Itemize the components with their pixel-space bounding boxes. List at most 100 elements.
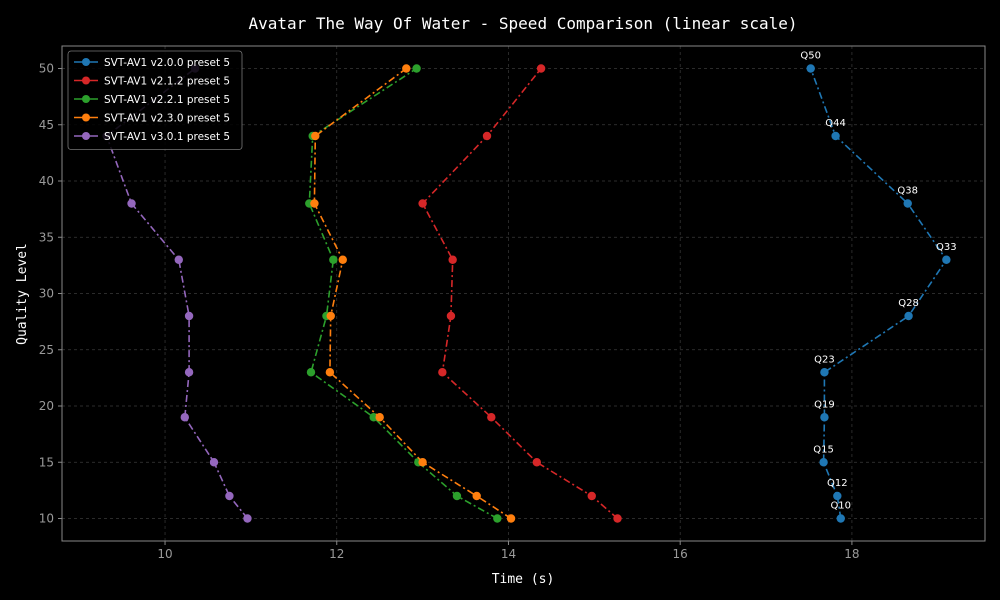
x-tick-label: 12 [329,547,344,561]
y-axis-label: Quality Level [15,243,30,345]
legend-swatch-marker [82,76,90,85]
point-annotation: Q23 [814,354,835,365]
series-line [809,68,948,519]
data-point [819,458,828,467]
series-line [308,67,498,520]
data-point [369,413,378,422]
data-point [311,131,320,141]
legend-swatch-marker [82,132,90,140]
legend-label: SVT-AV1 v2.0.0 preset 5 [104,57,230,69]
axis-ticks: 10 12 14 16 18 10 15 20 25 30 35 40 45 50 [39,62,860,562]
data-point [418,458,427,467]
point-annotation: Q19 [814,399,835,410]
data-point [506,514,516,523]
point-annotation: Q50 [800,51,821,62]
data-point [820,368,829,377]
legend-label: SVT-AV1 v3.0.1 preset 5 [104,131,230,143]
series-line [105,67,249,520]
legend-swatch-marker [82,58,90,66]
point-annotations: Q10 Q12 Q15 Q19 Q23 Q28 Q33 Q38 Q44 Q50 [800,51,956,512]
data-point [904,311,913,321]
legend-item: SVT-AV1 v3.0.1 preset 5 [74,131,230,143]
data-point [446,311,456,321]
data-point [243,514,252,523]
data-point [448,255,457,264]
x-tick-label: 16 [673,547,688,561]
y-tick-label: 40 [39,174,54,188]
x-tick-label: 14 [501,547,516,561]
point-annotation: Q28 [898,298,919,309]
data-point [452,491,462,501]
legend-label: SVT-AV1 v2.3.0 preset 5 [104,113,230,125]
grid [62,46,985,541]
y-tick-label: 50 [39,62,54,76]
data-point [613,514,622,523]
data-point [180,413,189,422]
data-point [184,311,194,321]
data-point [375,413,384,422]
data-point [532,458,542,467]
data-point [831,131,840,141]
x-axis-label: Time (s) [492,572,555,587]
point-annotation: Q38 [897,186,918,197]
y-tick-label: 10 [39,512,54,526]
data-point [836,514,845,523]
data-point [438,368,447,377]
point-annotation: Q44 [825,118,846,129]
data-point [493,514,502,523]
data-point [174,255,183,264]
series-line [421,67,619,520]
data-point [402,64,411,73]
chart-title: Avatar The Way Of Water - Speed Comparis… [248,14,797,33]
y-tick-label: 35 [39,230,54,244]
data-point [310,199,319,208]
y-tick-label: 25 [39,343,54,357]
legend-swatch-marker [82,95,90,103]
y-tick-label: 30 [39,287,54,301]
legend-box [67,50,243,150]
legend-item: SVT-AV1 v2.2.1 preset 5 [74,94,230,106]
series-4 [310,64,516,523]
legend-label: SVT-AV1 v2.2.1 preset 5 [104,94,230,106]
y-tick-label: 45 [39,118,54,132]
data-point [329,255,338,264]
legend-item: SVT-AV1 v2.1.2 preset 5 [74,76,230,88]
series-1 [806,64,951,523]
legend-item: SVT-AV1 v2.3.0 preset 5 [74,113,230,125]
data-point [472,491,481,501]
x-tick-label: 18 [844,547,859,561]
y-tick-label: 20 [39,399,54,413]
data-point [536,64,546,73]
data-point [806,64,815,73]
data-point [482,131,492,141]
data-point [587,491,596,501]
data-point [127,199,136,208]
x-tick-label: 10 [157,547,172,561]
data-point [325,368,335,377]
y-tick-label: 15 [39,455,54,469]
legend-swatch-marker [82,113,90,122]
data-point [209,458,219,467]
legend: SVT-AV1 v2.0.0 preset 5 SVT-AV1 v2.1.2 pr… [67,50,243,150]
data-point [418,199,427,208]
data-point [338,255,347,264]
point-annotation: Q15 [813,444,834,455]
data-point [487,413,496,422]
series-lines [102,64,951,523]
point-annotation: Q12 [827,478,848,489]
data-point [412,64,421,73]
data-point [942,255,951,264]
data-point [326,311,335,321]
data-point [820,413,829,422]
data-point [225,491,234,501]
series-2 [418,64,622,523]
legend-label: SVT-AV1 v2.1.2 preset 5 [104,76,230,88]
data-point [184,368,194,377]
point-annotation: Q10 [830,501,851,512]
data-point [903,199,912,208]
legend-item: SVT-AV1 v2.0.0 preset 5 [74,57,230,69]
data-point [833,491,842,501]
point-annotation: Q33 [936,242,957,253]
data-point [306,368,316,377]
